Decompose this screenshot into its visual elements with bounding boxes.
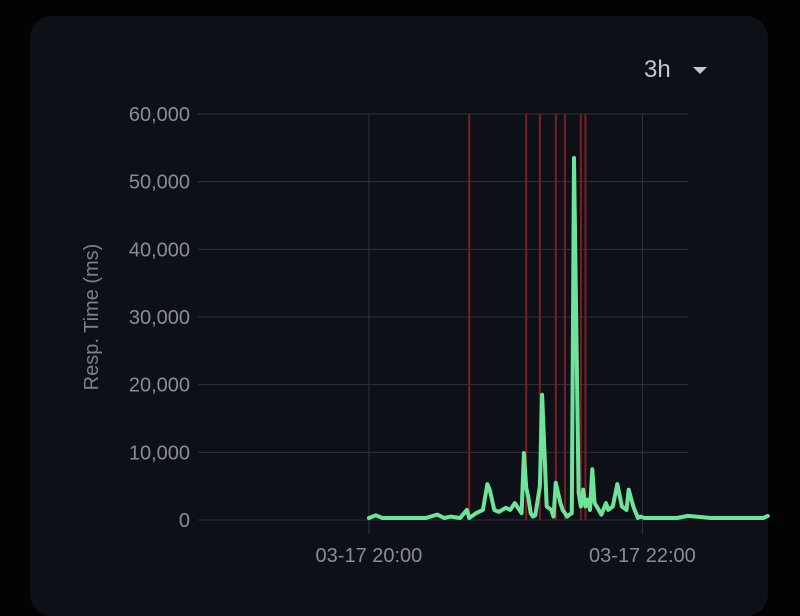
y-tick-label: 10,000: [129, 442, 190, 464]
y-tick-label: 0: [179, 510, 190, 532]
y-tick-label: 20,000: [129, 375, 190, 397]
caret-down-icon: [692, 66, 707, 74]
x-tick-label: 03-17 20:00: [316, 545, 423, 567]
response-time-series-line: [366, 156, 770, 520]
x-axis-ticks: 03-17 20:00 03-17 22:00: [316, 545, 696, 567]
y-axis-title: Resp. Time (ms): [81, 244, 103, 391]
time-range-dropdown[interactable]: 3h: [636, 50, 715, 90]
y-axis-ticks: 0 10,000 20,000 30,000 40,000 50,000 60,000: [129, 104, 190, 532]
y-tick-label: 40,000: [129, 239, 190, 261]
grid: [198, 113, 688, 534]
series-layer: [366, 156, 770, 520]
y-tick-label: 50,000: [129, 172, 190, 194]
time-range-value: 3h: [644, 56, 671, 83]
y-tick-label: 30,000: [129, 307, 190, 329]
y-tick-label: 60,000: [129, 104, 190, 126]
x-tick-label: 03-17 22:00: [589, 545, 696, 567]
